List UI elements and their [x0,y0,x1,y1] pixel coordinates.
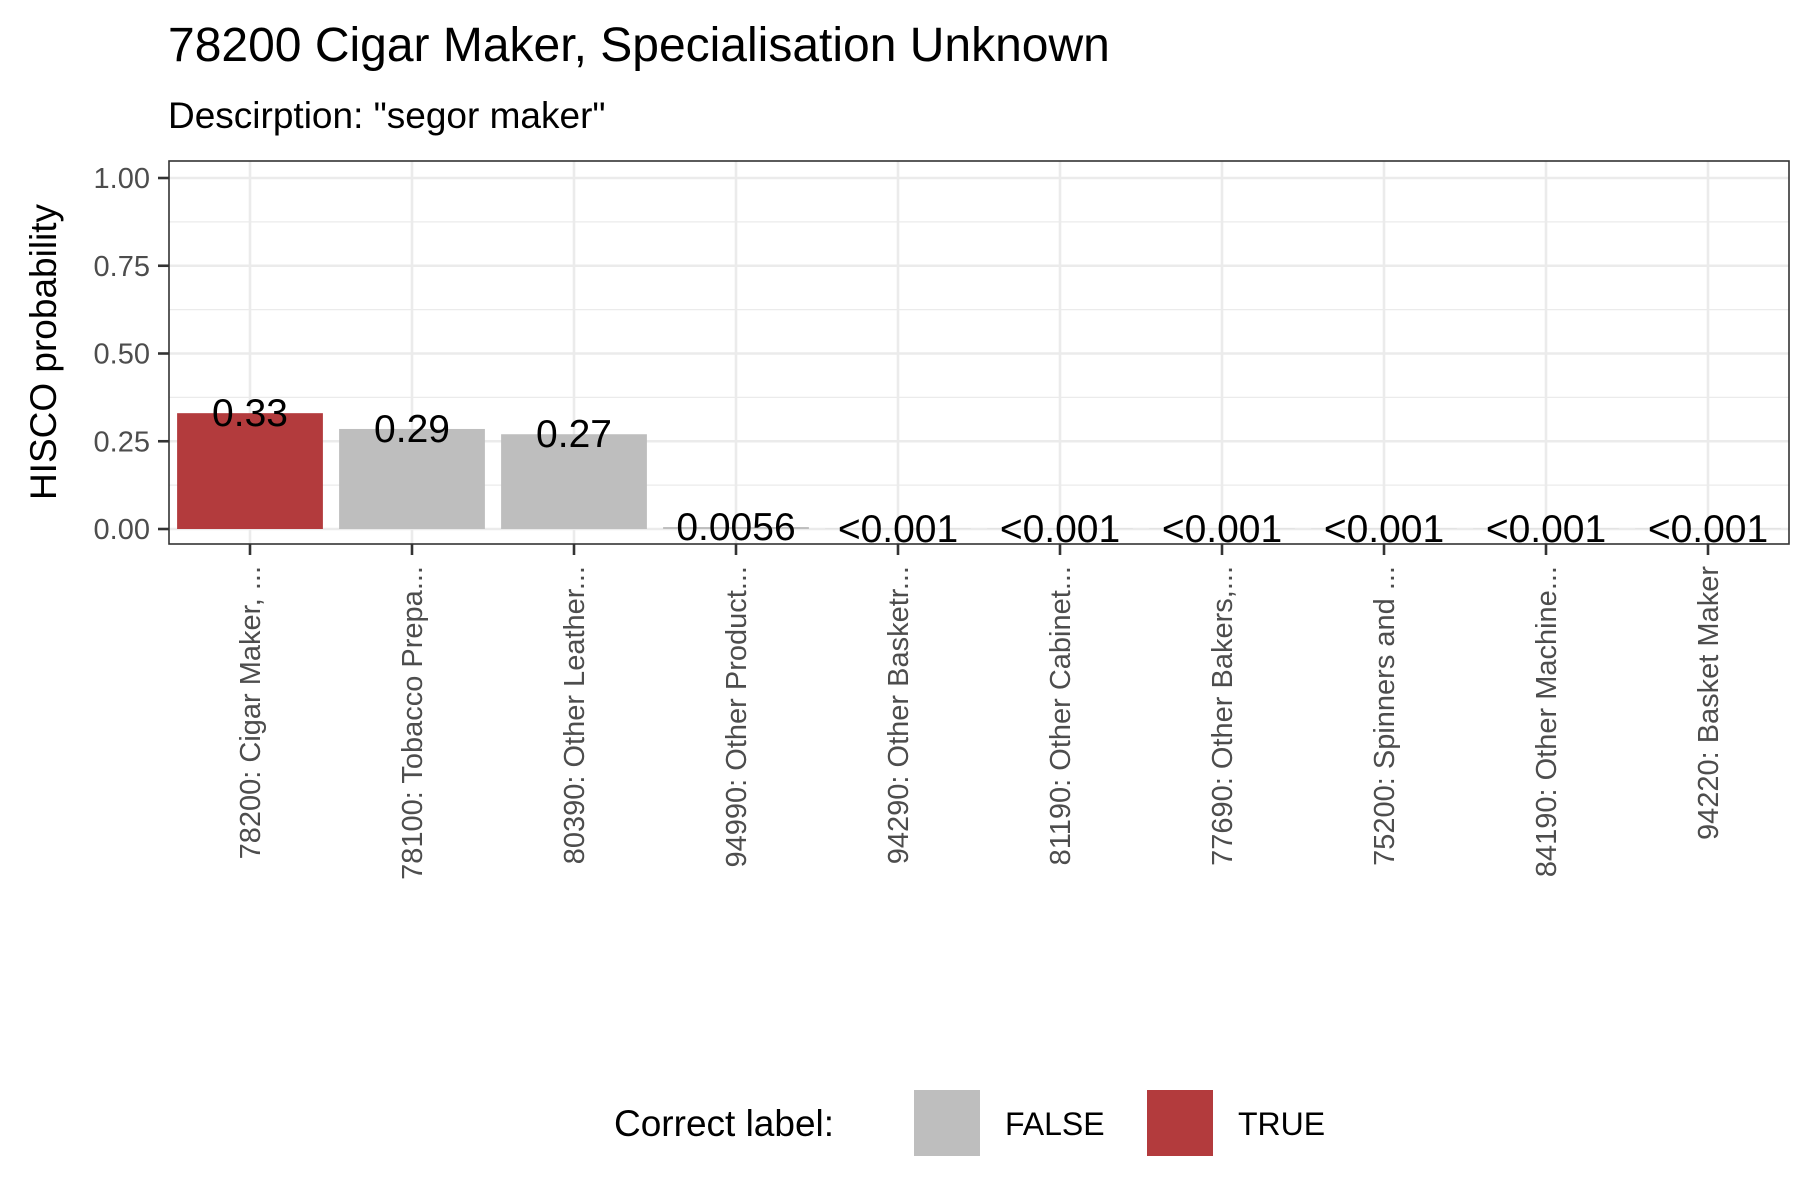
y-tick-label: 0.00 [94,514,150,546]
bar-value-label: 0.27 [536,413,612,456]
bar [339,428,485,529]
bar [501,434,647,529]
legend-label-true: TRUE [1238,1106,1325,1142]
x-tick-label: 80390: Other Leather... [559,566,591,864]
bar [177,413,323,529]
y-tick-label: 0.50 [94,339,150,371]
x-axis: 78200: Cigar Maker, ... 78100: Tobacco Pr… [235,544,1725,880]
legend-label-false: FALSE [1005,1106,1105,1142]
x-tick-label: 84190: Other Machine... [1531,566,1563,877]
y-axis: 0.00 0.25 0.50 0.75 1.00 [94,163,169,546]
x-tick-label: 94990: Other Product... [721,566,753,867]
legend-swatch-true [1147,1090,1213,1156]
y-tick-label: 0.25 [94,426,150,458]
legend: Correct label: FALSE TRUE [614,1090,1325,1156]
x-tick-label: 94220: Basket Maker [1693,566,1725,840]
legend-title: Correct label: [614,1103,834,1144]
x-tick-label: 77690: Other Bakers,... [1207,566,1239,866]
bar [663,527,809,529]
y-tick-label: 0.75 [94,251,150,283]
x-tick-label: 94290: Other Basketr... [883,566,915,864]
legend-swatch-false [914,1090,980,1156]
x-tick-label: 78100: Tobacco Prepa... [397,566,429,880]
chart-title: 78200 Cigar Maker, Specialisation Unknow… [168,19,1110,72]
y-tick-label: 1.00 [94,163,150,195]
bar-value-label: 0.0056 [676,506,795,549]
y-axis-title: HISCO probability [23,203,64,500]
bar-value-label: 0.33 [212,392,288,435]
bar-value-label: 0.29 [374,408,450,451]
chart-subtitle: Descirption: "segor maker" [168,95,606,136]
bars [177,413,1781,529]
x-tick-label: 78200: Cigar Maker, ... [235,566,267,859]
x-tick-label: 81190: Other Cabinet... [1045,566,1077,865]
x-tick-label: 75200: Spinners and ... [1369,566,1401,866]
